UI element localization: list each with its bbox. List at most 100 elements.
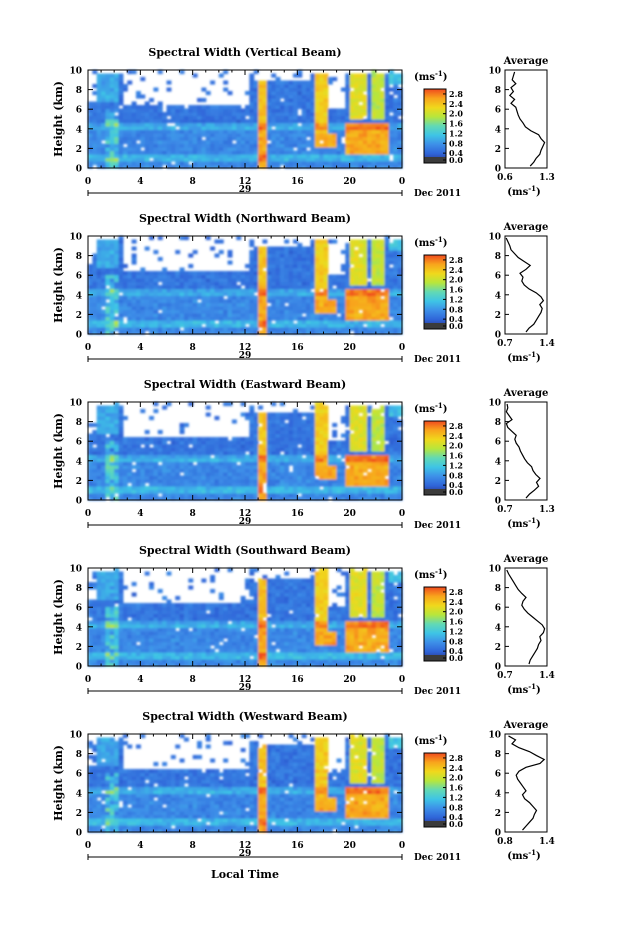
heatmap-cell: [388, 419, 394, 424]
heatmap-cell: [375, 423, 381, 428]
heatmap-cell: [162, 161, 168, 166]
heatmap-cell: [88, 274, 93, 279]
heatmap-cell: [183, 140, 189, 145]
heatmap-cell: [310, 430, 316, 435]
heatmap-cell: [218, 327, 224, 332]
heatmap-cell: [183, 447, 189, 452]
heatmap-cell: [153, 281, 159, 286]
heatmap-cell: [336, 461, 342, 466]
heatmap-cell: [197, 320, 202, 325]
heatmap-cell: [380, 271, 386, 276]
heatmap-cell: [162, 323, 168, 328]
heatmap-cell: [314, 281, 320, 286]
heatmap-cell: [131, 292, 137, 297]
heatmap-cell: [301, 91, 307, 96]
heatmap-cell: [96, 479, 102, 484]
heatmap-cell: [144, 285, 150, 290]
heatmap-cell: [323, 91, 329, 96]
heatmap-cell: [279, 433, 285, 438]
heatmap-cell: [157, 430, 163, 435]
heatmap-cell: [183, 302, 189, 307]
heatmap-cell: [275, 489, 281, 494]
heatmap-cell: [205, 285, 211, 290]
heatmap-cell: [327, 147, 333, 152]
heatmap-cell: [210, 327, 216, 332]
heatmap-cell: [388, 150, 394, 155]
heatmap-cell: [284, 482, 290, 487]
heatmap-cell: [162, 115, 168, 120]
heatmap-cell: [131, 105, 137, 110]
heatmap-cell: [314, 105, 320, 110]
heatmap-cell: [197, 154, 202, 159]
heatmap-cell: [397, 306, 403, 311]
heatmap-cell: [306, 154, 312, 159]
heatmap-cell: [109, 126, 115, 131]
heatmap-cell: [227, 313, 233, 318]
heatmap-cell: [388, 451, 394, 456]
heatmap-cell: [310, 486, 316, 491]
heatmap-cell: [354, 281, 359, 286]
heatmap-cell: [314, 94, 320, 99]
heatmap-cell: [367, 264, 373, 269]
heatmap-cell: [253, 454, 259, 459]
heatmap-cell: [358, 246, 364, 251]
heatmap-cell: [310, 267, 316, 272]
heatmap-cell: [96, 105, 102, 110]
heatmap-cell: [88, 278, 93, 283]
heatmap-cell: [149, 285, 155, 290]
heatmap-cell: [275, 486, 281, 491]
heatmap-cell: [310, 316, 316, 321]
x-tick-label: 8: [190, 343, 196, 353]
heatmap-cell: [301, 140, 307, 145]
colorbar-frame: [423, 88, 447, 164]
heatmap-cell: [301, 154, 307, 159]
heatmap-cell: [249, 444, 255, 449]
heatmap-cell: [397, 140, 403, 145]
heatmap-cell: [275, 101, 281, 106]
heatmap-cell: [301, 412, 307, 417]
heatmap-cell: [288, 479, 294, 484]
heatmap-cell: [183, 150, 189, 155]
heatmap-cell: [362, 119, 368, 124]
heatmap-cell: [183, 288, 189, 293]
heatmap-cell: [367, 419, 373, 424]
heatmap-cell: [371, 157, 377, 162]
heatmap-cell: [227, 468, 233, 473]
heatmap-cell: [218, 250, 224, 255]
heatmap-cell: [118, 309, 124, 314]
heatmap-cell: [109, 129, 115, 134]
heatmap-cell: [388, 94, 394, 99]
heatmap-cell: [262, 133, 268, 138]
heatmap-cell: [105, 274, 111, 279]
heatmap-cell: [358, 295, 364, 300]
heatmap-cell: [314, 323, 320, 328]
heatmap-cell: [153, 479, 159, 484]
heatmap-cell: [175, 482, 181, 487]
heatmap-cell: [275, 267, 281, 272]
heatmap-cell: [327, 327, 333, 332]
heatmap-cell: [135, 461, 141, 466]
heatmap-cell: [166, 112, 172, 117]
heatmap-cell: [288, 458, 294, 463]
heatmap-cell: [345, 278, 351, 283]
heatmap-cell: [354, 426, 359, 431]
heatmap-cell: [201, 465, 207, 470]
heatmap-cell: [149, 313, 155, 318]
heatmap-cell: [231, 306, 237, 311]
heatmap-cell: [314, 250, 320, 255]
heatmap-cell: [310, 292, 316, 297]
heatmap-cell: [301, 419, 307, 424]
heatmap-cell: [349, 493, 355, 498]
heatmap-cell: [288, 412, 294, 417]
heatmap-cell: [96, 458, 102, 463]
heatmap-cell: [188, 472, 194, 477]
heatmap-cell: [101, 77, 107, 82]
heatmap-cell: [371, 129, 377, 134]
heatmap-cell: [297, 243, 303, 248]
heatmap-cell: [166, 87, 172, 92]
heatmap-cell: [349, 136, 355, 141]
heatmap-cell: [122, 126, 128, 131]
heatmap-cell: [127, 154, 133, 159]
heatmap-cell: [245, 327, 250, 332]
heatmap-cell: [275, 253, 281, 258]
